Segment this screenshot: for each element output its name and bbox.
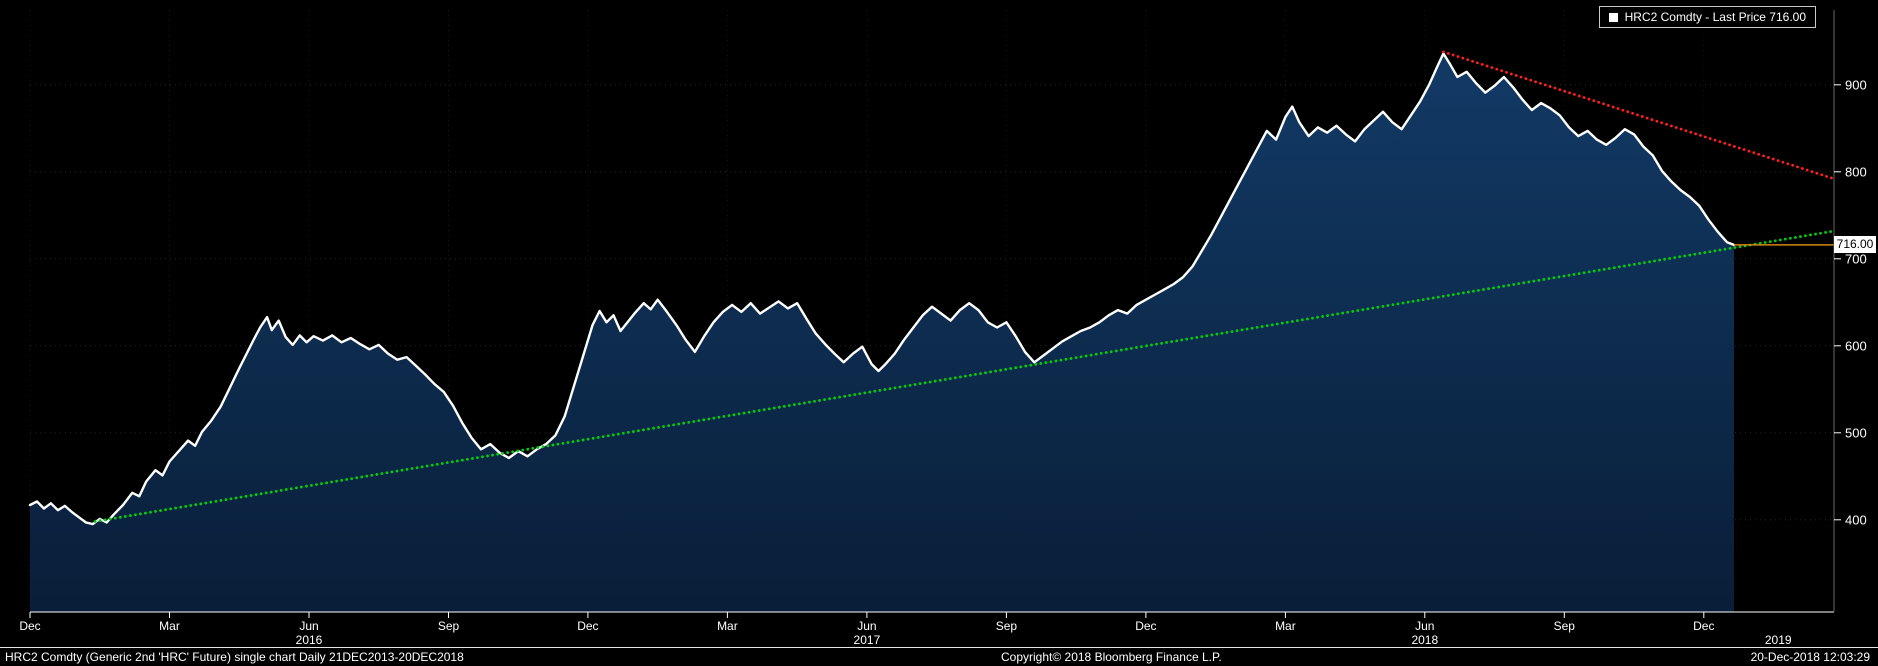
x-tick-label: Sep (1554, 619, 1576, 633)
x-tick-label: Sep (996, 619, 1018, 633)
x-tick-label: Mar (159, 619, 180, 633)
x-tick-label: Dec (19, 619, 40, 633)
y-tick-label: 800 (1845, 164, 1867, 179)
x-tick-label: Mar (717, 619, 738, 633)
area-fill (30, 53, 1734, 612)
y-tick-label: 500 (1845, 425, 1867, 440)
chart-description: HRC2 Comdty (Generic 2nd 'HRC' Future) s… (5, 650, 464, 664)
copyright-text: Copyright© 2018 Bloomberg Finance L.P. (1001, 650, 1222, 664)
y-tick-label: 400 (1845, 512, 1867, 527)
year-label: 2018 (1411, 633, 1438, 647)
price-line (28, 52, 1736, 526)
x-tick-label: Jun (1415, 619, 1434, 633)
x-tick-label: Dec (577, 619, 598, 633)
x-tick-label: Dec (1693, 619, 1714, 633)
year-label: 2019 (1765, 633, 1792, 647)
year-label: 2017 (854, 633, 881, 647)
legend-swatch-icon (1608, 12, 1618, 22)
x-tick-label: Mar (1275, 619, 1296, 633)
y-tick-label: 900 (1845, 77, 1867, 92)
y-tick-label: 700 (1845, 251, 1867, 266)
timestamp: 20-Dec-2018 12:03:29 (1750, 650, 1870, 664)
last-price-label: 716.00 (1834, 236, 1876, 253)
x-tick-label: Jun (299, 619, 318, 633)
x-tick-label: Sep (438, 619, 460, 633)
legend-label: HRC2 Comdty - Last Price 716.00 (1624, 10, 1806, 24)
x-tick-label: Dec (1135, 619, 1156, 633)
resistance-trendline (1442, 50, 1836, 181)
y-tick-label: 600 (1845, 338, 1867, 353)
x-tick-label: Jun (857, 619, 876, 633)
price-chart[interactable]: 400 500 600 700 800 900 Dec Mar Jun Sep Dec Mar Jun S… (0, 0, 1878, 647)
chart-legend[interactable]: HRC2 Comdty - Last Price 716.00 (1598, 6, 1816, 28)
year-label: 2016 (296, 633, 323, 647)
footer-bar: HRC2 Comdty (Generic 2nd 'HRC' Future) s… (0, 647, 1878, 666)
support-trendline (93, 229, 1836, 523)
